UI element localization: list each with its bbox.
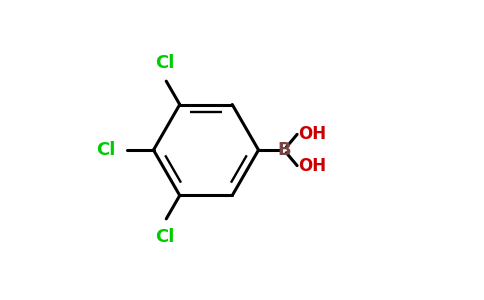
- Text: Cl: Cl: [155, 54, 174, 72]
- Text: OH: OH: [299, 125, 327, 143]
- Text: B: B: [277, 141, 291, 159]
- Text: Cl: Cl: [155, 228, 174, 246]
- Text: Cl: Cl: [96, 141, 115, 159]
- Text: OH: OH: [299, 157, 327, 175]
